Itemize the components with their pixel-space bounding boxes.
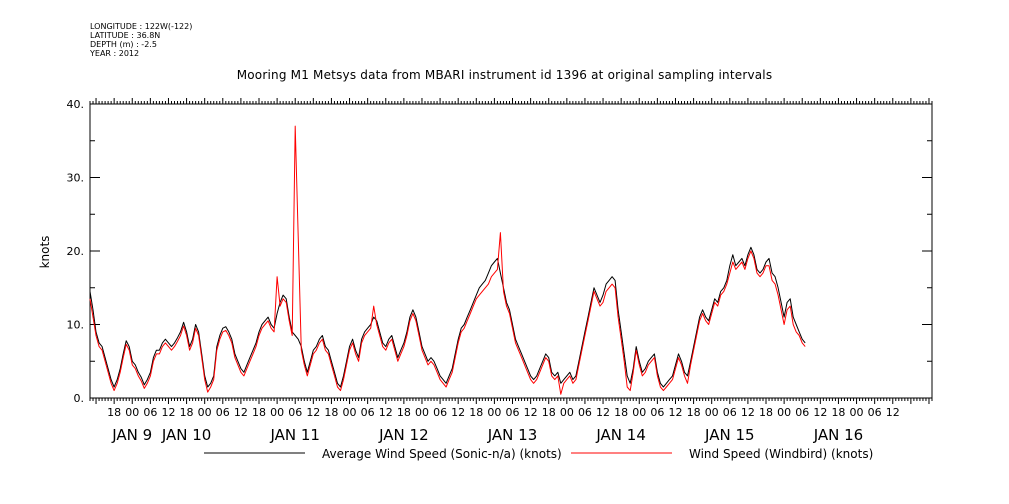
y-axis-label: knots: [38, 236, 52, 269]
y-tick-label: 40.: [67, 98, 85, 111]
year-label: YEAR : 2012: [90, 49, 140, 58]
x-hour-label: 12: [379, 406, 393, 419]
x-hour-label: 18: [831, 406, 845, 419]
x-hour-label: 06: [868, 406, 882, 419]
x-hour-label: 06: [361, 406, 375, 419]
y-tick-label: 0.: [74, 392, 85, 405]
x-hour-label: 18: [614, 406, 628, 419]
x-day-label: JAN 12: [378, 426, 429, 444]
x-hour-label: 06: [795, 406, 809, 419]
legend-label-average: Average Wind Speed (Sonic-n/a) (knots): [322, 447, 562, 461]
x-hour-label: 18: [107, 406, 121, 419]
x-hour-label: 06: [650, 406, 664, 419]
x-hour-label: 06: [216, 406, 230, 419]
x-hour-label: 00: [343, 406, 357, 419]
x-hour-label: 18: [397, 406, 411, 419]
series-line-windbird-wind-speed: [89, 125, 806, 395]
x-hour-label: 00: [270, 406, 284, 419]
y-tick-label: 10.: [67, 319, 85, 332]
x-hour-label: 12: [161, 406, 175, 419]
x-hour-label: 12: [741, 406, 755, 419]
x-hour-label: 06: [143, 406, 157, 419]
x-hour-label: 12: [524, 406, 538, 419]
x-hour-label: 00: [415, 406, 429, 419]
x-day-label: JAN 15: [704, 426, 755, 444]
x-hour-label: 18: [252, 406, 266, 419]
y-tick-label: 30.: [67, 172, 85, 185]
x-hour-label: 12: [813, 406, 827, 419]
x-hour-label: 18: [180, 406, 194, 419]
x-hour-label: 06: [723, 406, 737, 419]
y-tick-label: 20.: [67, 245, 85, 258]
metadata-block: LONGITUDE : 122W(-122) LATITUDE : 36.8N …: [90, 22, 192, 58]
x-hour-label: 06: [506, 406, 520, 419]
legend: Average Wind Speed (Sonic-n/a) (knots) W…: [204, 447, 873, 461]
x-hour-label: 06: [433, 406, 447, 419]
x-hour-label: 18: [542, 406, 556, 419]
x-hour-label: 18: [687, 406, 701, 419]
x-day-label: JAN 10: [161, 426, 212, 444]
x-hour-label: 12: [234, 406, 248, 419]
series-layer: [89, 125, 806, 395]
legend-label-windbird: Wind Speed (Windbird) (knots): [689, 447, 873, 461]
x-hour-label: 18: [759, 406, 773, 419]
x-hour-label: 06: [288, 406, 302, 419]
x-hour-label: 00: [632, 406, 646, 419]
x-axis: 18 00 06 12 18 00 06 12 18 00 06 12 18 00 06 12 18 00 06 12…: [89, 98, 933, 444]
x-hour-label: 12: [886, 406, 900, 419]
x-hour-label: 06: [578, 406, 592, 419]
x-hour-label: 12: [596, 406, 610, 419]
x-day-label: JAN 16: [813, 426, 864, 444]
series-line-average-wind-speed: [89, 246, 806, 388]
x-hour-label: 00: [705, 406, 719, 419]
x-hour-label: 00: [850, 406, 864, 419]
x-hour-label: 00: [198, 406, 212, 419]
depth-label: DEPTH (m) : -2.5: [90, 40, 157, 49]
x-hour-label: 12: [668, 406, 682, 419]
chart-title: Mooring M1 Metsys data from MBARI instru…: [236, 68, 773, 82]
x-hour-label: 00: [777, 406, 791, 419]
x-hour-label: 00: [125, 406, 139, 419]
x-hour-label: 12: [451, 406, 465, 419]
y-axis: 0. 10. 20. 30. 40.: [67, 98, 932, 405]
x-hour-label: 18: [324, 406, 338, 419]
x-day-label: JAN 9: [111, 426, 152, 444]
x-day-label: JAN 13: [487, 426, 538, 444]
x-hour-label: 18: [469, 406, 483, 419]
x-hour-label: 12: [306, 406, 320, 419]
x-hour-label: 00: [487, 406, 501, 419]
x-day-label: JAN 11: [269, 426, 320, 444]
latitude-label: LATITUDE : 36.8N: [90, 31, 161, 40]
x-day-label: JAN 14: [595, 426, 646, 444]
x-hour-label: 00: [560, 406, 574, 419]
longitude-label: LONGITUDE : 122W(-122): [90, 22, 193, 31]
